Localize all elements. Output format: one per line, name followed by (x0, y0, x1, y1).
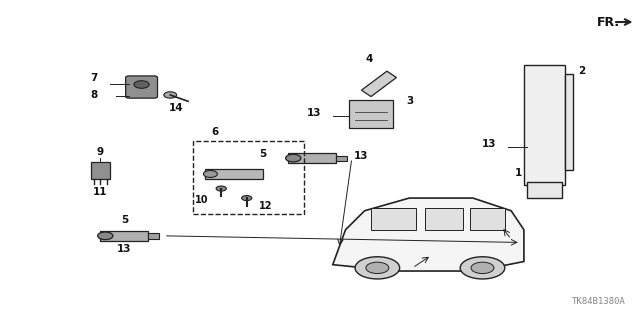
Circle shape (366, 262, 389, 274)
Bar (100, 231, 148, 241)
Circle shape (285, 154, 301, 162)
Bar (148, 233, 159, 239)
Bar (527, 182, 562, 198)
Text: FR.: FR. (597, 15, 620, 28)
Text: 8: 8 (90, 90, 97, 100)
Text: 5: 5 (121, 215, 128, 226)
Text: 1: 1 (515, 168, 522, 178)
Bar (288, 153, 336, 163)
Text: 13: 13 (354, 151, 369, 161)
Text: 2: 2 (578, 66, 586, 76)
Bar (565, 74, 573, 170)
Circle shape (242, 196, 252, 201)
Text: 12: 12 (259, 201, 273, 211)
Circle shape (216, 186, 227, 191)
Text: 7: 7 (90, 73, 97, 83)
Circle shape (204, 171, 218, 178)
Bar (205, 169, 262, 179)
Bar (425, 208, 463, 230)
Text: 11: 11 (93, 187, 108, 197)
Bar (336, 156, 348, 161)
Text: 9: 9 (97, 147, 104, 157)
Bar (91, 162, 109, 179)
Text: 13: 13 (307, 108, 321, 117)
Text: 5: 5 (259, 149, 266, 159)
Text: 14: 14 (170, 103, 184, 113)
Text: 13: 13 (482, 139, 496, 149)
Text: 3: 3 (406, 97, 413, 107)
Polygon shape (333, 198, 524, 271)
Circle shape (355, 257, 399, 279)
Text: 6: 6 (212, 127, 219, 137)
Circle shape (98, 232, 113, 240)
Text: 13: 13 (117, 244, 132, 254)
Text: 10: 10 (195, 195, 209, 205)
Circle shape (471, 262, 494, 274)
Bar (349, 100, 394, 128)
Polygon shape (362, 71, 396, 97)
Bar (193, 141, 304, 214)
Text: TK84B1380A: TK84B1380A (572, 297, 626, 306)
Text: 4: 4 (365, 54, 372, 64)
Circle shape (164, 92, 177, 98)
FancyBboxPatch shape (125, 76, 157, 98)
Circle shape (460, 257, 505, 279)
Bar (524, 65, 565, 185)
Circle shape (134, 81, 149, 88)
Bar (470, 208, 505, 230)
Bar (371, 208, 415, 230)
